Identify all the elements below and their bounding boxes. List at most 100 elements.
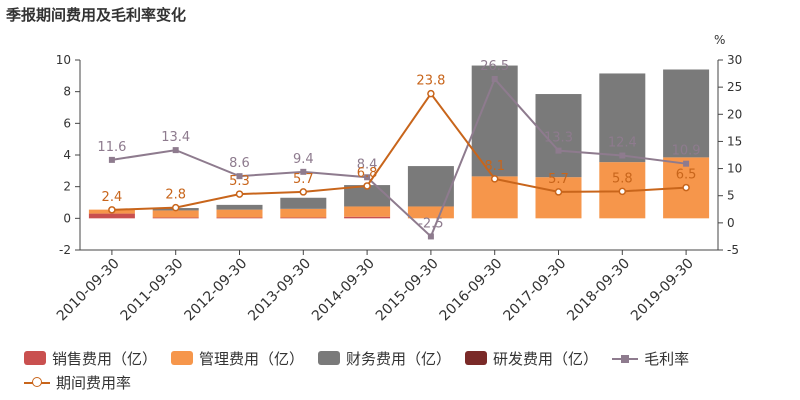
- y-left-tick-label: 2: [63, 180, 71, 194]
- line-point: [236, 173, 243, 180]
- x-tick-label: 2014-09-30: [309, 256, 378, 325]
- data-label: 12.4: [608, 136, 637, 151]
- y-right-tick-label: 10: [727, 162, 742, 176]
- line-point: [555, 147, 562, 154]
- legend-item[interactable]: 财务费用（亿）: [318, 346, 451, 370]
- bar-segment: [407, 206, 454, 219]
- line-point: [172, 147, 179, 154]
- legend-swatch: [171, 351, 194, 365]
- legend-label: 期间费用率: [56, 373, 132, 392]
- y-right-tick-label: 15: [727, 134, 742, 148]
- bar-segment: [344, 216, 391, 219]
- bar-segment: [216, 217, 263, 219]
- y-right-unit: %: [714, 33, 725, 47]
- x-tick-label: 2010-09-30: [54, 256, 123, 325]
- y-left-tick-label: 6: [63, 116, 71, 130]
- legend-item[interactable]: 期间费用率: [24, 370, 131, 394]
- legend-item[interactable]: 研发费用（亿）: [465, 346, 598, 370]
- y-right-tick-label: 20: [727, 107, 742, 121]
- line-point: [618, 187, 627, 196]
- x-tick-label: 2012-09-30: [181, 256, 250, 325]
- legend-item[interactable]: 销售费用（亿）: [24, 346, 157, 370]
- bar-segment: [599, 73, 646, 163]
- line-point: [363, 182, 371, 190]
- bar-segment: [280, 197, 327, 209]
- data-label: -2.5: [418, 216, 443, 231]
- y-right-tick-label: 0: [727, 216, 735, 230]
- bar-segment: [535, 177, 582, 219]
- series-line: [111, 91, 687, 211]
- x-tick-label: 2019-09-30: [628, 256, 697, 325]
- x-tick-label: 2015-09-30: [373, 256, 442, 325]
- data-label: 2.8: [165, 188, 186, 203]
- line-point: [554, 188, 563, 196]
- bar-segment: [280, 217, 327, 219]
- x-tick-label: 2011-09-30: [118, 256, 187, 325]
- bar-segment: [344, 206, 391, 217]
- y-right-tick-label: -5: [727, 243, 739, 257]
- legend-label: 销售费用（亿）: [52, 349, 158, 368]
- y-left-tick-label: 8: [63, 85, 71, 99]
- data-labels-group: 11.6 13.4 8.6 9.4 8.4 -2.5 26.5 13.3 12.4 10.9 2.4…: [97, 59, 700, 231]
- y-left-tick-label: 0: [63, 211, 71, 225]
- y-right-tick-label: 25: [727, 80, 742, 94]
- bar-segment: [216, 204, 263, 210]
- bar-segment: [152, 210, 199, 218]
- legend-swatch: [24, 351, 46, 365]
- x-tick-label: 2017-09-30: [500, 256, 569, 325]
- legend: 销售费用（亿） 管理费用（亿） 财务费用（亿） 研发费用（亿） 毛利率期间费用率: [24, 346, 794, 394]
- bar-segment: [535, 94, 582, 178]
- chart-title: 季报期间费用及毛利率变化: [6, 6, 187, 24]
- data-label: 8.1: [484, 159, 505, 174]
- legend-line-icon: [24, 375, 50, 389]
- x-tick-label: 2016-09-30: [437, 256, 506, 325]
- bar-segment: [471, 176, 518, 219]
- bar-segment: [344, 185, 391, 207]
- legend-line-icon: [612, 351, 639, 365]
- y-left-tick-label: 10: [56, 53, 71, 67]
- data-label: 5.8: [612, 171, 633, 186]
- y-left-tick-label: 4: [63, 148, 71, 162]
- series-line: [111, 77, 687, 239]
- data-label: 13.4: [161, 130, 190, 145]
- line-point: [108, 206, 116, 214]
- bar-segment: [280, 208, 327, 218]
- bar-segment: [407, 166, 454, 207]
- y-right-tick-label: 30: [727, 53, 742, 67]
- line-point: [427, 89, 435, 98]
- data-label: 8.6: [229, 156, 250, 171]
- bar-segment: [88, 213, 135, 219]
- legend-label: 管理费用（亿）: [199, 349, 305, 368]
- bar-segment: [663, 69, 710, 158]
- data-label: 13.3: [544, 131, 573, 146]
- data-label: 9.4: [293, 152, 314, 167]
- data-label: 2.4: [102, 190, 123, 205]
- line-point: [299, 188, 308, 196]
- line-point: [682, 183, 690, 192]
- data-label: 23.8: [416, 74, 445, 89]
- data-label: 10.9: [672, 144, 701, 159]
- legend-label: 毛利率: [644, 349, 690, 368]
- data-label: 11.6: [97, 140, 126, 155]
- legend-item[interactable]: 毛利率: [612, 346, 689, 370]
- line-point: [491, 76, 498, 82]
- line-point: [427, 233, 434, 240]
- data-label: 8.4: [357, 157, 378, 172]
- lines-group: [108, 76, 690, 240]
- bar-segment: [152, 217, 199, 219]
- bar-segment: [216, 209, 263, 218]
- line-point: [619, 152, 626, 159]
- legend-label: 研发费用（亿）: [493, 349, 599, 368]
- data-label: 5.7: [293, 172, 314, 187]
- data-label: 26.5: [480, 59, 509, 74]
- line-point: [490, 175, 499, 183]
- line-point: [300, 168, 307, 175]
- legend-swatch: [465, 351, 488, 365]
- data-label: 6.5: [676, 168, 697, 183]
- y-left-tick-label: -2: [59, 243, 71, 257]
- data-label: 6.8: [357, 166, 378, 181]
- line-point: [683, 160, 690, 167]
- legend-item[interactable]: 管理费用（亿）: [171, 346, 304, 370]
- data-label: 5.3: [229, 174, 250, 189]
